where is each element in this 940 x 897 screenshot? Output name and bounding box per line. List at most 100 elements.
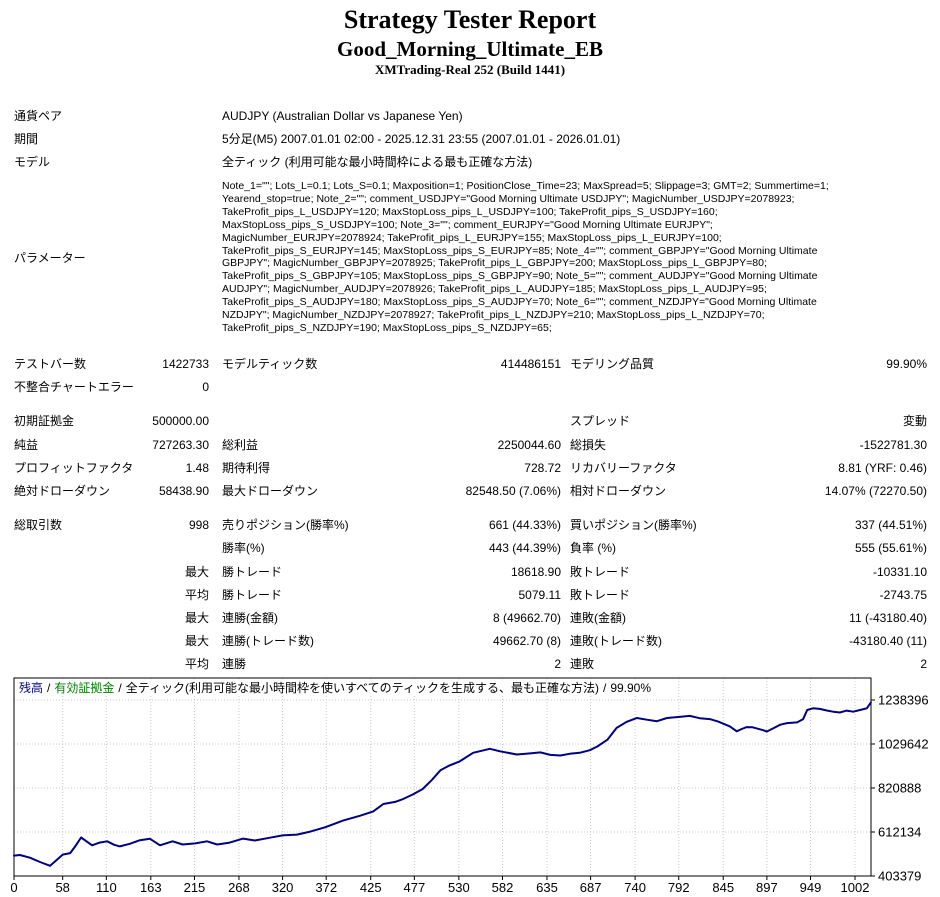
stat-label-3: 負率 (%) xyxy=(570,541,616,556)
stat-value-2: 414486151 xyxy=(500,357,561,371)
stat-label-1: 総取引数 xyxy=(14,518,63,533)
y-axis-label: 403379 xyxy=(878,869,921,884)
spacer xyxy=(561,480,570,503)
settings-row: モデル 全ティック (利用可能な最小時間枠による最も正確な方法) xyxy=(14,151,927,174)
stat-label-3: 敗トレード xyxy=(570,587,631,602)
stat-label-1: テストバー数 xyxy=(14,357,87,371)
stat-value-3: -2743.75 xyxy=(879,587,927,602)
stat-label-3: 連敗(トレード数) xyxy=(570,634,662,649)
parameter-line: TakeProfit_pips_L_USDJPY=120; MaxStopLos… xyxy=(222,205,718,218)
stat-label-3: 連敗(金額) xyxy=(570,610,626,625)
stat-label-3: リカバリーファクタ xyxy=(570,460,677,475)
stat-value-3: -10331.10 xyxy=(872,564,927,579)
server-build: XMTrading-Real 252 (Build 1441) xyxy=(374,62,566,77)
stat-value-2: 661 (44.33%) xyxy=(488,518,561,533)
spacer xyxy=(209,561,222,584)
x-axis-label: 949 xyxy=(800,880,822,895)
parameter-line: Yearend_stop=true; Note_2=""; comment_US… xyxy=(222,192,795,205)
legend-item: 有効証拠金 xyxy=(54,681,115,695)
parameter-line: MaxStopLoss_pips_S_USDJPY=100; Note_3=""… xyxy=(222,218,713,231)
parameter-line: TakeProfit_pips_S_GBPJPY=105; MaxStopLos… xyxy=(222,270,818,283)
report-header: Strategy Tester Report Good_Morning_Ulti… xyxy=(0,4,940,77)
stat-value-3: 2 xyxy=(920,657,927,672)
stat-row: 最大 連勝(金額) 8 (49662.70) 連敗(金額) 11 (-43180.40) xyxy=(14,607,927,630)
stat-row: 最大 勝トレード 18618.90 敗トレード -10331.10 xyxy=(14,561,927,584)
parameters-row: パラメーター Note_1=""; Lots_L=0.1; Lots_S=0.1;… xyxy=(14,180,927,335)
stat-label-3: スプレッド xyxy=(570,414,631,429)
stat-label-1 xyxy=(14,630,132,653)
stat-value-1: 最大 xyxy=(184,634,209,649)
stat-label-3: 買いポジション(勝率%) xyxy=(570,518,697,533)
settings-row: 期間 5分足(M5) 2007.01.01 02:00 - 2025.12.31 … xyxy=(14,128,927,151)
stat-row: 最大 連勝(トレード数) 49662.70 (8) 連敗(トレード数) -43180.4… xyxy=(14,630,927,653)
spacer xyxy=(209,457,222,480)
stat-label-1: 不整合チャートエラー xyxy=(14,380,134,395)
balance-chart: 残高 / 有効証拠金 / 全ティック(利用可能な最小時間枠を使いすべてのティックを生成す… xyxy=(0,676,940,897)
stat-value-1 xyxy=(132,537,209,560)
stat-row: プロフィットファクタ 1.48 期待利得 728.72 リカバリーファクタ 8.81 (Y… xyxy=(14,457,927,480)
stat-label-1: プロフィットファクタ xyxy=(14,460,134,475)
stat-row: テストバー数 1422733 モデルティック数 414486151 モデリング品質 99.… xyxy=(14,353,927,376)
stat-value-2: 443 (44.39%) xyxy=(488,541,561,556)
x-axis-label: 372 xyxy=(315,880,337,895)
stat-value-2: 18618.90 xyxy=(510,564,561,579)
spacer xyxy=(561,353,570,376)
results-table: テストバー数 1422733 モデルティック数 414486151 モデリング品質 99.… xyxy=(14,353,927,676)
stat-value-2 xyxy=(392,410,561,433)
stat-value-1: 58438.90 xyxy=(158,483,209,498)
settings-value: AUDJPY (Australian Dollar vs Japanese Ye… xyxy=(222,109,463,123)
stat-row: 平均 連勝 2 連敗 2 xyxy=(14,653,927,676)
balance-curve xyxy=(13,701,872,867)
x-axis-label: 687 xyxy=(580,880,602,895)
parameter-line: Note_1=""; Lots_L=0.1; Lots_S=0.1; Maxpo… xyxy=(222,180,829,192)
x-axis-label: 477 xyxy=(404,880,426,895)
stat-label-1 xyxy=(14,537,132,560)
legend-separator: / xyxy=(47,681,51,695)
spacer xyxy=(209,630,222,653)
stat-label-2: 売りポジション(勝率%) xyxy=(222,518,349,533)
report-title: Strategy Tester Report xyxy=(343,5,597,34)
spacer xyxy=(561,376,570,399)
x-axis-label: 792 xyxy=(668,880,690,895)
stat-value-2: 728.72 xyxy=(524,460,561,475)
stat-value-3: 337 (44.51%) xyxy=(854,518,927,533)
stat-label-1 xyxy=(14,653,132,676)
x-axis-label: 582 xyxy=(492,880,514,895)
stat-value-2: 2 xyxy=(554,657,561,672)
spacer xyxy=(209,376,222,399)
stat-value-2: 82548.50 (7.06%) xyxy=(465,483,561,498)
spacer xyxy=(209,410,222,433)
stat-label-1 xyxy=(14,584,132,607)
stat-value-3: 変動 xyxy=(902,414,927,429)
spacer xyxy=(209,514,222,537)
stat-row: 絶対ドローダウン 58438.90 最大ドローダウン 82548.50 (7.06%)… xyxy=(14,480,927,503)
stat-label-1: 絶対ドローダウン xyxy=(14,483,111,498)
spacer xyxy=(561,410,570,433)
stat-value-2: 2250044.60 xyxy=(497,437,561,452)
spacer xyxy=(209,584,222,607)
stat-value-1: 1422733 xyxy=(162,357,209,371)
parameter-line: TakeProfit_pips_S_EURJPY=145; MaxStopLos… xyxy=(222,244,818,257)
settings-label: モデル xyxy=(14,155,51,169)
spacer xyxy=(209,434,222,457)
settings-row: 通貨ペア AUDJPY (Australian Dollar vs Japanes… xyxy=(14,105,927,128)
stat-label-3: 総損失 xyxy=(570,437,607,452)
spacer xyxy=(561,561,570,584)
settings-label: 通貨ペア xyxy=(14,109,63,123)
spacer xyxy=(561,434,570,457)
stat-label-2 xyxy=(222,410,392,433)
stat-value-1: 998 xyxy=(188,518,209,533)
stat-row: 不整合チャートエラー 0 xyxy=(14,376,927,399)
settings-value: 5分足(M5) 2007.01.01 02:00 - 2025.12.31 23… xyxy=(222,132,621,146)
stat-label-1: 初期証拠金 xyxy=(14,414,75,429)
stat-row: 総取引数 998 売りポジション(勝率%) 661 (44.33%) 買いポジション(勝… xyxy=(14,514,927,537)
stat-value-3 xyxy=(755,376,927,399)
stat-label-2: 期待利得 xyxy=(222,460,271,475)
equity-curve-svg: 0 58 110 163 215 268 320 372 425 477 530 582 635 687 7… xyxy=(10,677,929,895)
spacer xyxy=(561,630,570,653)
spacer xyxy=(561,584,570,607)
stat-value-3: -43180.40 (11) xyxy=(849,634,927,649)
plot-border xyxy=(13,677,872,877)
stat-label-2: 総利益 xyxy=(222,437,259,452)
spacer xyxy=(561,514,570,537)
